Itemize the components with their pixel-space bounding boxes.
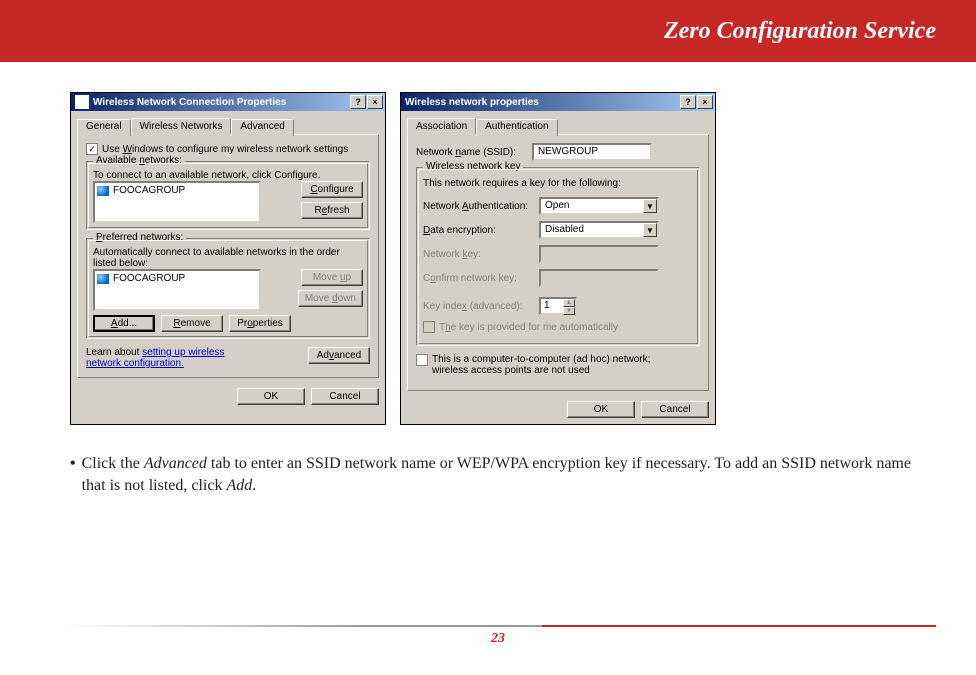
chevron-down-icon[interactable]: ▼	[643, 199, 657, 213]
available-networks-group: Available networks: To connect to an ava…	[86, 161, 370, 230]
advanced-button[interactable]: Advanced	[308, 347, 370, 364]
dialog-buttons: OK Cancel	[71, 384, 385, 411]
wkey-legend: Wireless network key	[423, 161, 523, 172]
instruction-text: Click the Advanced tab to enter an SSID …	[82, 453, 916, 498]
wireless-properties-dialog: Wireless network properties ? × Associat…	[400, 92, 716, 425]
network-icon	[97, 186, 109, 196]
wireless-key-group: Wireless network key This network requir…	[416, 167, 700, 346]
network-name: FOOCAGROUP	[113, 185, 185, 196]
netkey-row: Network key:	[423, 245, 693, 263]
bullet-icon: •	[70, 453, 76, 498]
titlebar: Wireless Network Connection Properties ?…	[71, 93, 385, 111]
confirmkey-label: Confirm network key:	[423, 273, 533, 284]
footer-divider	[60, 625, 936, 627]
confirmkey-field	[539, 269, 659, 287]
auth-label: Network Authentication:	[423, 201, 533, 212]
close-button[interactable]: ×	[697, 95, 713, 109]
learn-row: Learn about setting up wireless network …	[86, 347, 370, 369]
header-title: Zero Configuration Service	[664, 18, 936, 45]
preferred-legend: Preferred networks:	[93, 232, 186, 243]
available-legend: Available networks:	[93, 155, 185, 166]
close-button[interactable]: ×	[367, 95, 383, 109]
move-up-button[interactable]: Move up	[301, 269, 363, 286]
enc-row: Data encryption: Disabled ▼	[423, 221, 693, 239]
configure-button[interactable]: Configure	[301, 181, 363, 198]
tab-authentication[interactable]: Authentication	[476, 119, 557, 136]
ok-button[interactable]: OK	[567, 401, 635, 418]
wkey-hint: This network requires a key for the foll…	[423, 178, 693, 189]
auth-row: Network Authentication: Open ▼	[423, 197, 693, 215]
enc-combo[interactable]: Disabled ▼	[539, 221, 659, 239]
preferred-hint: Automatically connect to available netwo…	[93, 247, 363, 269]
help-button[interactable]: ?	[350, 95, 366, 109]
preferred-listbox[interactable]: FOOCAGROUP	[93, 269, 261, 311]
chevron-down-icon[interactable]: ▼	[643, 223, 657, 237]
remove-button[interactable]: Remove	[161, 315, 223, 332]
enc-value: Disabled	[541, 223, 643, 237]
titlebar-text: Wireless Network Connection Properties	[93, 97, 286, 108]
titlebar-text: Wireless network properties	[405, 97, 539, 108]
use-windows-row: ✓ Use Windows to configure my wireless n…	[86, 143, 370, 155]
tab-advanced[interactable]: Advanced	[231, 119, 293, 136]
dialogs-row: Wireless Network Connection Properties ?…	[70, 92, 916, 425]
ssid-field[interactable]: NEWGROUP	[532, 143, 652, 161]
app-icon	[75, 95, 89, 109]
keyindex-row: Key index (advanced): 1 ▲▼	[423, 297, 693, 315]
list-item[interactable]: FOOCAGROUP	[97, 273, 257, 284]
enc-label: Data encryption:	[423, 225, 533, 236]
tab-general[interactable]: General	[77, 119, 131, 136]
netkey-field	[539, 245, 659, 263]
autokey-label: The key is provided for me automatically	[439, 322, 618, 333]
content-area: Wireless Network Connection Properties ?…	[0, 62, 976, 498]
use-windows-label: Use Windows to configure my wireless net…	[102, 144, 348, 155]
page-header: Zero Configuration Service	[0, 0, 976, 62]
instruction-paragraph: • Click the Advanced tab to enter an SSI…	[70, 453, 916, 498]
properties-button[interactable]: Properties	[229, 315, 291, 332]
confirmkey-row: Confirm network key:	[423, 269, 693, 287]
autokey-checkbox	[423, 321, 435, 333]
ssid-row: Network name (SSID): NEWGROUP	[416, 143, 700, 161]
page-footer: 23	[60, 625, 936, 647]
refresh-button[interactable]: Refresh	[301, 202, 363, 219]
add-button[interactable]: Add...	[93, 315, 155, 332]
tab-association[interactable]: Association	[407, 118, 476, 135]
autokey-row: The key is provided for me automatically	[423, 321, 693, 333]
spin-up-icon: ▲	[563, 299, 575, 307]
preferred-networks-group: Preferred networks: Automatically connec…	[86, 238, 370, 339]
tab-panel: Network name (SSID): NEWGROUP Wireless n…	[407, 134, 709, 391]
titlebar: Wireless network properties ? ×	[401, 93, 715, 111]
available-hint: To connect to an available network, clic…	[93, 170, 363, 181]
keyindex-spinner: 1 ▲▼	[539, 297, 577, 315]
adhoc-checkbox[interactable]	[416, 354, 428, 366]
network-name: FOOCAGROUP	[113, 273, 185, 284]
tab-wireless-networks[interactable]: Wireless Networks	[131, 118, 232, 135]
connection-properties-dialog: Wireless Network Connection Properties ?…	[70, 92, 386, 425]
keyindex-label: Key index (advanced):	[423, 301, 533, 312]
list-item[interactable]: FOOCAGROUP	[97, 185, 257, 196]
ok-button[interactable]: OK	[237, 388, 305, 405]
move-down-button[interactable]: Move down	[298, 290, 363, 307]
netkey-label: Network key:	[423, 249, 533, 260]
tab-panel: ✓ Use Windows to configure my wireless n…	[77, 134, 379, 378]
adhoc-row: This is a computer-to-computer (ad hoc) …	[416, 354, 700, 376]
learn-text: Learn about setting up wireless network …	[86, 347, 256, 369]
dialog-buttons: OK Cancel	[401, 397, 715, 424]
page-number: 23	[60, 631, 936, 647]
tabstrip: Association Authentication	[401, 111, 715, 134]
auth-combo[interactable]: Open ▼	[539, 197, 659, 215]
ssid-label: Network name (SSID):	[416, 147, 526, 158]
help-button[interactable]: ?	[680, 95, 696, 109]
network-icon	[97, 274, 109, 284]
adhoc-label: This is a computer-to-computer (ad hoc) …	[432, 354, 672, 376]
use-windows-checkbox[interactable]: ✓	[86, 143, 98, 155]
available-listbox[interactable]: FOOCAGROUP	[93, 181, 261, 223]
cancel-button[interactable]: Cancel	[641, 401, 709, 418]
cancel-button[interactable]: Cancel	[311, 388, 379, 405]
tabstrip: General Wireless Networks Advanced	[71, 111, 385, 134]
auth-value: Open	[541, 199, 643, 213]
keyindex-value: 1	[541, 299, 563, 313]
spin-down-icon: ▼	[563, 307, 575, 315]
